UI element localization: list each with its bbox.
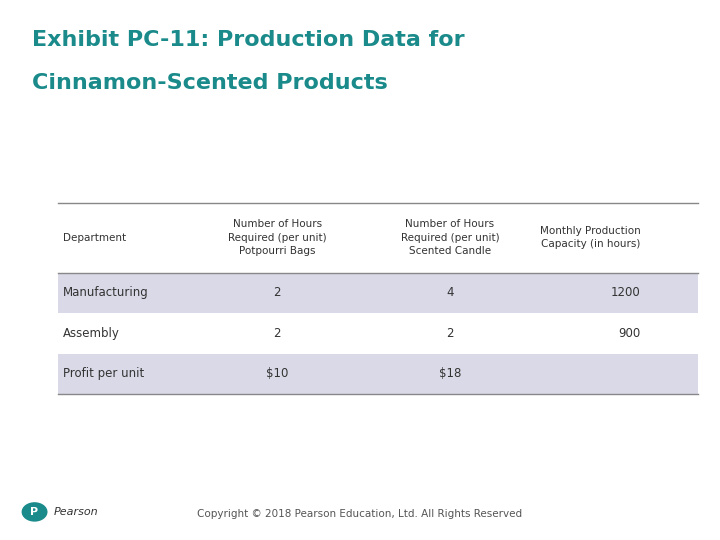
Text: Number of Hours
Required (per unit)
Scented Candle: Number of Hours Required (per unit) Scen… [401,219,499,256]
Text: $18: $18 [438,367,462,381]
Text: Exhibit PC-11: Production Data for: Exhibit PC-11: Production Data for [32,30,465,50]
Text: P: P [30,507,39,517]
Text: Manufacturing: Manufacturing [63,286,149,300]
Text: Copyright © 2018 Pearson Education, Ltd. All Rights Reserved: Copyright © 2018 Pearson Education, Ltd.… [197,509,523,519]
Text: $10: $10 [266,367,289,381]
Text: 2: 2 [274,286,281,300]
Text: Number of Hours
Required (per unit)
Potpourri Bags: Number of Hours Required (per unit) Potp… [228,219,326,256]
Text: Monthly Production
Capacity (in hours): Monthly Production Capacity (in hours) [540,226,641,249]
Text: Pearson: Pearson [54,507,99,517]
Text: 1200: 1200 [611,286,641,300]
Text: 4: 4 [446,286,454,300]
Text: 900: 900 [618,327,641,340]
Text: Profit per unit: Profit per unit [63,367,145,381]
Text: Assembly: Assembly [63,327,120,340]
Text: Cinnamon-Scented Products: Cinnamon-Scented Products [32,73,388,93]
Text: Department: Department [63,233,127,242]
Text: 2: 2 [274,327,281,340]
Text: 2: 2 [446,327,454,340]
